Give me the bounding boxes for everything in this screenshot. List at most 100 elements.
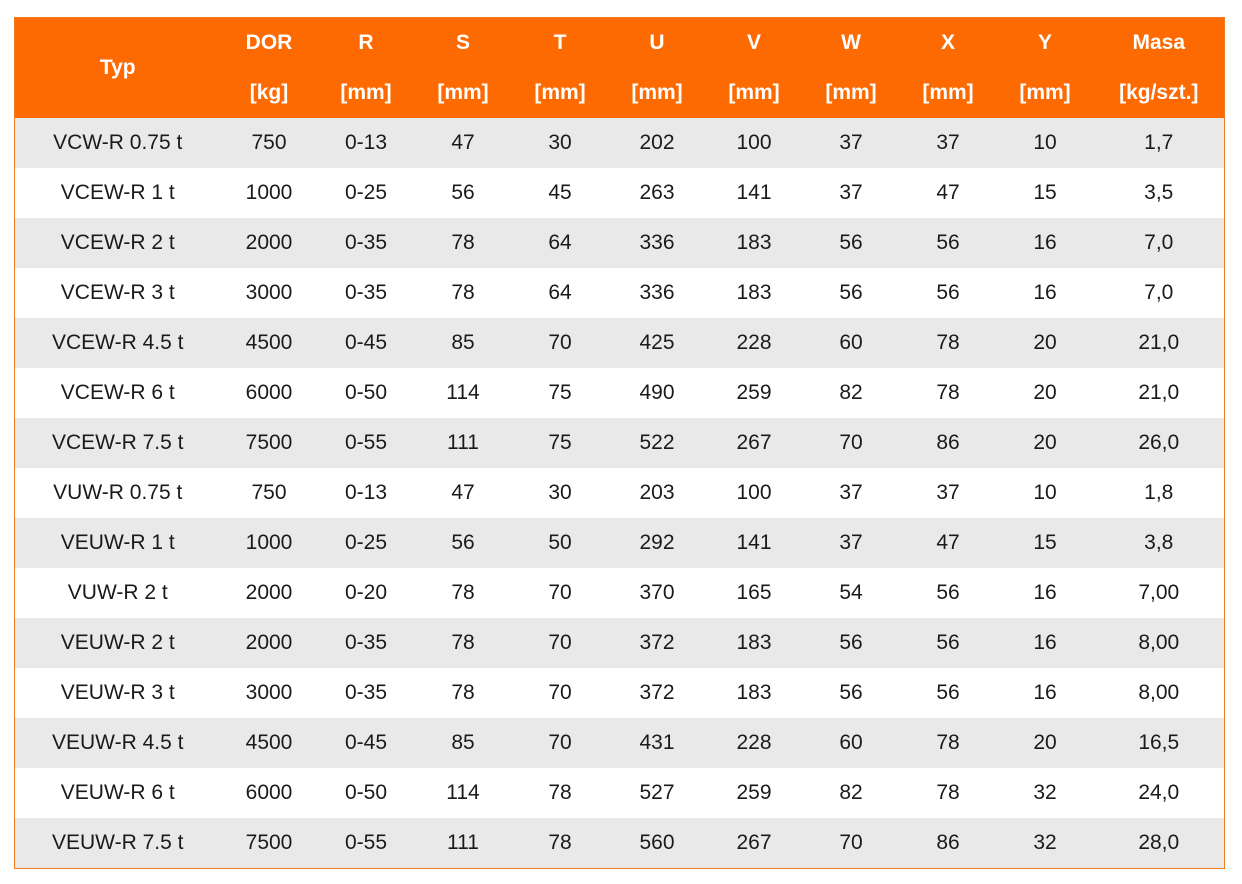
cell-u: 431 [608,718,706,768]
cell-dor: 4500 [220,718,318,768]
cell-dor: 2000 [220,618,318,668]
cell-w: 56 [802,668,900,718]
cell-v: 100 [705,468,803,518]
cell-u: 292 [608,518,706,568]
cell-u: 263 [608,168,706,218]
header-typ: Typ [14,17,221,118]
cell-r: 0-35 [317,268,415,318]
cell-x: 56 [899,218,997,268]
cell-y: 16 [996,668,1094,718]
cell-t: 70 [511,668,609,718]
cell-r: 0-35 [317,618,415,668]
table-row: VEUW-R 3 t 3000 0-35 78 70 372 183 56 56 16 8,00 [14,668,1225,718]
cell-masa: 28,0 [1093,818,1225,869]
unit-w: [mm] [802,68,900,118]
cell-s: 85 [414,318,512,368]
cell-r: 0-20 [317,568,415,618]
cell-masa: 21,0 [1093,318,1225,368]
unit-v: [mm] [705,68,803,118]
cell-x: 78 [899,768,997,818]
cell-t: 64 [511,218,609,268]
cell-s: 47 [414,118,512,168]
cell-masa: 16,5 [1093,718,1225,768]
cell-y: 32 [996,818,1094,869]
cell-v: 228 [705,718,803,768]
cell-w: 37 [802,168,900,218]
cell-w: 54 [802,568,900,618]
cell-dor: 750 [220,118,318,168]
cell-u: 203 [608,468,706,518]
header-w: W [802,17,900,68]
cell-v: 165 [705,568,803,618]
cell-typ: VEUW-R 4.5 t [14,718,221,768]
cell-typ: VCEW-R 1 t [14,168,221,218]
unit-s: [mm] [414,68,512,118]
cell-t: 30 [511,118,609,168]
cell-w: 60 [802,718,900,768]
unit-u: [mm] [608,68,706,118]
cell-v: 228 [705,318,803,368]
cell-y: 20 [996,418,1094,468]
cell-u: 425 [608,318,706,368]
cell-v: 100 [705,118,803,168]
cell-v: 267 [705,818,803,869]
unit-t: [mm] [511,68,609,118]
cell-typ: VEUW-R 3 t [14,668,221,718]
unit-y: [mm] [996,68,1094,118]
cell-typ: VCEW-R 7.5 t [14,418,221,468]
table-row: VCEW-R 1 t 1000 0-25 56 45 263 141 37 47 15 3,5 [14,168,1225,218]
cell-s: 114 [414,368,512,418]
cell-s: 56 [414,518,512,568]
cell-s: 78 [414,668,512,718]
cell-y: 10 [996,118,1094,168]
cell-dor: 2000 [220,568,318,618]
cell-y: 20 [996,368,1094,418]
cell-v: 141 [705,518,803,568]
table-row: VEUW-R 6 t 6000 0-50 114 78 527 259 82 78 32 24,0 [14,768,1225,818]
table-header: Typ DOR R S T U V W X Y Masa [kg] [mm] [… [14,17,1225,118]
header-names-row: Typ DOR R S T U V W X Y Masa [14,17,1225,118]
cell-dor: 7500 [220,818,318,869]
cell-w: 70 [802,818,900,869]
cell-dor: 3000 [220,668,318,718]
cell-x: 56 [899,268,997,318]
cell-u: 336 [608,268,706,318]
table-row: VUW-R 0.75 t 750 0-13 47 30 203 100 37 37 10 1,8 [14,468,1225,518]
cell-dor: 7500 [220,418,318,468]
cell-v: 267 [705,418,803,468]
cell-typ: VCEW-R 2 t [14,218,221,268]
cell-y: 15 [996,518,1094,568]
cell-s: 111 [414,818,512,869]
header-x: X [899,17,997,68]
cell-v: 259 [705,768,803,818]
header-dor: DOR [220,17,318,68]
unit-dor: [kg] [220,68,318,118]
cell-masa: 7,00 [1093,568,1225,618]
cell-x: 56 [899,568,997,618]
cell-s: 78 [414,568,512,618]
cell-s: 56 [414,168,512,218]
cell-w: 60 [802,318,900,368]
cell-s: 111 [414,418,512,468]
cell-r: 0-55 [317,818,415,869]
cell-w: 37 [802,518,900,568]
cell-t: 30 [511,468,609,518]
cell-x: 78 [899,718,997,768]
cell-x: 78 [899,368,997,418]
cell-r: 0-13 [317,118,415,168]
cell-v: 183 [705,618,803,668]
cell-y: 16 [996,568,1094,618]
cell-t: 78 [511,768,609,818]
cell-x: 56 [899,668,997,718]
cell-masa: 21,0 [1093,368,1225,418]
cell-r: 0-13 [317,468,415,518]
spec-table: Typ DOR R S T U V W X Y Masa [kg] [mm] [… [14,17,1225,869]
cell-typ: VEUW-R 1 t [14,518,221,568]
cell-u: 560 [608,818,706,869]
cell-masa: 1,8 [1093,468,1225,518]
cell-masa: 24,0 [1093,768,1225,818]
cell-x: 78 [899,318,997,368]
cell-typ: VEUW-R 2 t [14,618,221,668]
cell-x: 47 [899,518,997,568]
table-row: VUW-R 2 t 2000 0-20 78 70 370 165 54 56 16 7,00 [14,568,1225,618]
